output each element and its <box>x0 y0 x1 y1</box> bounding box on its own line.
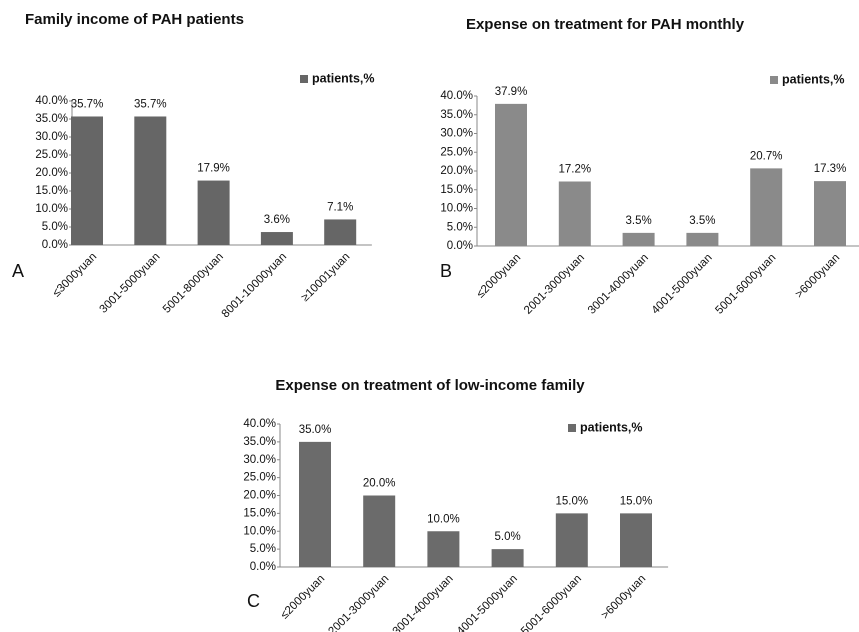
x-tick-label: 3001-4000yuan <box>391 573 456 632</box>
bar <box>324 219 357 245</box>
value-label: 20.7% <box>750 150 783 162</box>
y-tick-label: 5.0% <box>447 221 473 233</box>
y-tick-label: 30.0% <box>243 454 276 466</box>
value-label: 35.0% <box>299 424 332 436</box>
x-tick-label: ≤3000yuan <box>51 251 100 300</box>
y-tick-label: 35.0% <box>35 113 68 125</box>
bar <box>622 232 655 246</box>
bar <box>427 531 460 567</box>
bar <box>814 181 846 246</box>
panel-label: C <box>247 591 260 611</box>
y-tick-label: 25.0% <box>35 149 68 161</box>
y-tick-label: 30.0% <box>440 128 473 140</box>
bar <box>558 181 591 246</box>
y-tick-label: 35.0% <box>243 436 276 448</box>
bar <box>750 168 783 246</box>
x-tick-label: 2001-3000yuan <box>326 573 391 632</box>
bar <box>620 513 652 567</box>
x-tick-label: 5001-6000yuan <box>713 252 778 317</box>
y-tick-label: 20.0% <box>35 167 68 179</box>
x-tick-label: 2001-3000yuan <box>522 252 587 317</box>
bar <box>197 180 230 245</box>
value-label: 17.9% <box>197 163 230 175</box>
x-tick-label: 4001-5000yuan <box>455 573 520 632</box>
value-label: 17.2% <box>558 164 591 176</box>
value-label: 3.5% <box>689 215 715 227</box>
x-tick-label: 3001-4000yuan <box>586 252 651 317</box>
panel-label: B <box>440 261 452 281</box>
x-tick-label: ≤2000yuan <box>279 573 328 622</box>
value-label: 17.3% <box>814 163 847 175</box>
y-tick-label: 30.0% <box>35 131 68 143</box>
y-tick-label: 40.0% <box>243 418 276 430</box>
bar <box>555 513 588 567</box>
chart-title: Family income of PAH patients <box>25 11 244 28</box>
x-tick-label: 4001-5000yuan <box>650 252 715 317</box>
bar <box>363 495 396 567</box>
value-label: 7.1% <box>327 201 353 213</box>
y-tick-label: 15.0% <box>440 184 473 196</box>
bar <box>686 232 719 246</box>
y-tick-label: 10.0% <box>440 203 473 215</box>
y-tick-label: 40.0% <box>440 90 473 102</box>
value-label: 37.9% <box>495 86 528 98</box>
chart-title: Expense on treatment for PAH monthly <box>466 16 745 33</box>
x-tick-label: ≤2000yuan <box>475 252 524 301</box>
x-tick-label: 5001-8000yuan <box>161 251 226 316</box>
bar <box>134 116 167 245</box>
y-tick-label: 25.0% <box>440 146 473 158</box>
y-tick-label: 20.0% <box>440 165 473 177</box>
x-tick-label: >6000yuan <box>793 252 842 301</box>
bar <box>491 549 524 567</box>
y-tick-label: 5.0% <box>250 543 276 555</box>
y-tick-label: 10.0% <box>35 203 68 215</box>
legend-swatch <box>300 75 308 83</box>
x-tick-label: >6000yuan <box>599 573 648 622</box>
value-label: 15.0% <box>555 495 588 507</box>
y-tick-label: 15.0% <box>243 507 276 519</box>
y-tick-label: 15.0% <box>35 185 68 197</box>
y-tick-label: 10.0% <box>243 525 276 537</box>
bar <box>495 103 527 246</box>
y-tick-label: 0.0% <box>447 240 473 252</box>
legend-label: patients,% <box>580 420 643 434</box>
y-tick-label: 25.0% <box>243 472 276 484</box>
value-label: 15.0% <box>620 495 653 507</box>
value-label: 35.7% <box>134 99 167 111</box>
bar <box>71 116 103 245</box>
value-label: 3.6% <box>264 214 290 226</box>
y-tick-label: 0.0% <box>250 561 276 573</box>
bar <box>299 441 331 567</box>
value-label: 3.5% <box>625 215 651 227</box>
x-tick-label: 8001-10000yuan <box>220 251 290 321</box>
x-tick-label: 3001-5000yuan <box>98 251 163 316</box>
chart-title: Expense on treatment of low-income famil… <box>275 377 585 394</box>
x-tick-label: ≥10001yuan <box>299 251 352 304</box>
value-label: 10.0% <box>427 513 460 525</box>
y-tick-label: 20.0% <box>243 490 276 502</box>
bar <box>260 232 293 245</box>
y-tick-label: 35.0% <box>440 109 473 121</box>
value-label: 20.0% <box>363 478 396 490</box>
value-label: 5.0% <box>494 531 520 543</box>
legend-swatch <box>568 424 576 432</box>
y-tick-label: 40.0% <box>35 95 68 107</box>
y-tick-label: 5.0% <box>42 221 68 233</box>
panel-label: A <box>12 261 24 281</box>
legend-swatch <box>770 76 778 84</box>
value-label: 35.7% <box>71 99 104 111</box>
y-tick-label: 0.0% <box>42 239 68 251</box>
legend-label: patients,% <box>312 71 375 85</box>
legend-label: patients,% <box>782 72 845 86</box>
x-tick-label: 5001-6000yuan <box>519 573 584 632</box>
